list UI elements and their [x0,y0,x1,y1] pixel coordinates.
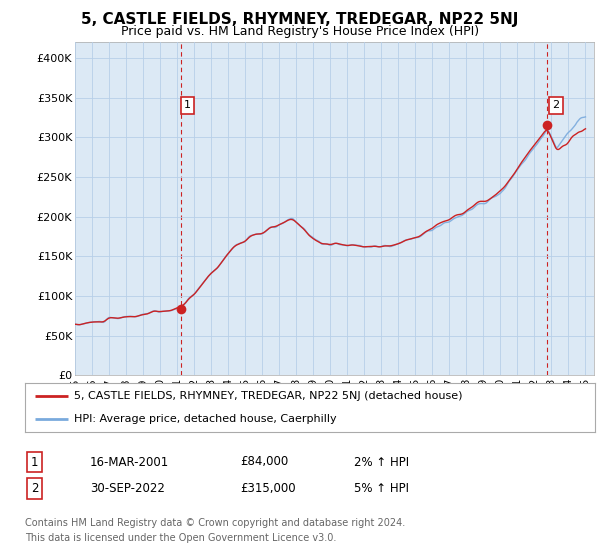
Text: 5, CASTLE FIELDS, RHYMNEY, TREDEGAR, NP22 5NJ (detached house): 5, CASTLE FIELDS, RHYMNEY, TREDEGAR, NP2… [74,391,462,402]
Text: 2: 2 [31,482,38,495]
Text: 2% ↑ HPI: 2% ↑ HPI [354,455,409,469]
Text: This data is licensed under the Open Government Licence v3.0.: This data is licensed under the Open Gov… [25,533,337,543]
Text: Contains HM Land Registry data © Crown copyright and database right 2024.: Contains HM Land Registry data © Crown c… [25,518,406,528]
Text: 1: 1 [31,455,38,469]
Text: HPI: Average price, detached house, Caerphilly: HPI: Average price, detached house, Caer… [74,414,336,424]
Text: 16-MAR-2001: 16-MAR-2001 [90,455,169,469]
Text: 5% ↑ HPI: 5% ↑ HPI [354,482,409,495]
Text: 30-SEP-2022: 30-SEP-2022 [90,482,165,495]
Text: Price paid vs. HM Land Registry's House Price Index (HPI): Price paid vs. HM Land Registry's House … [121,25,479,38]
Text: 1: 1 [184,100,191,110]
Text: £315,000: £315,000 [240,482,296,495]
Text: £84,000: £84,000 [240,455,288,469]
Text: 2: 2 [552,100,559,110]
Text: 5, CASTLE FIELDS, RHYMNEY, TREDEGAR, NP22 5NJ: 5, CASTLE FIELDS, RHYMNEY, TREDEGAR, NP2… [82,12,518,27]
